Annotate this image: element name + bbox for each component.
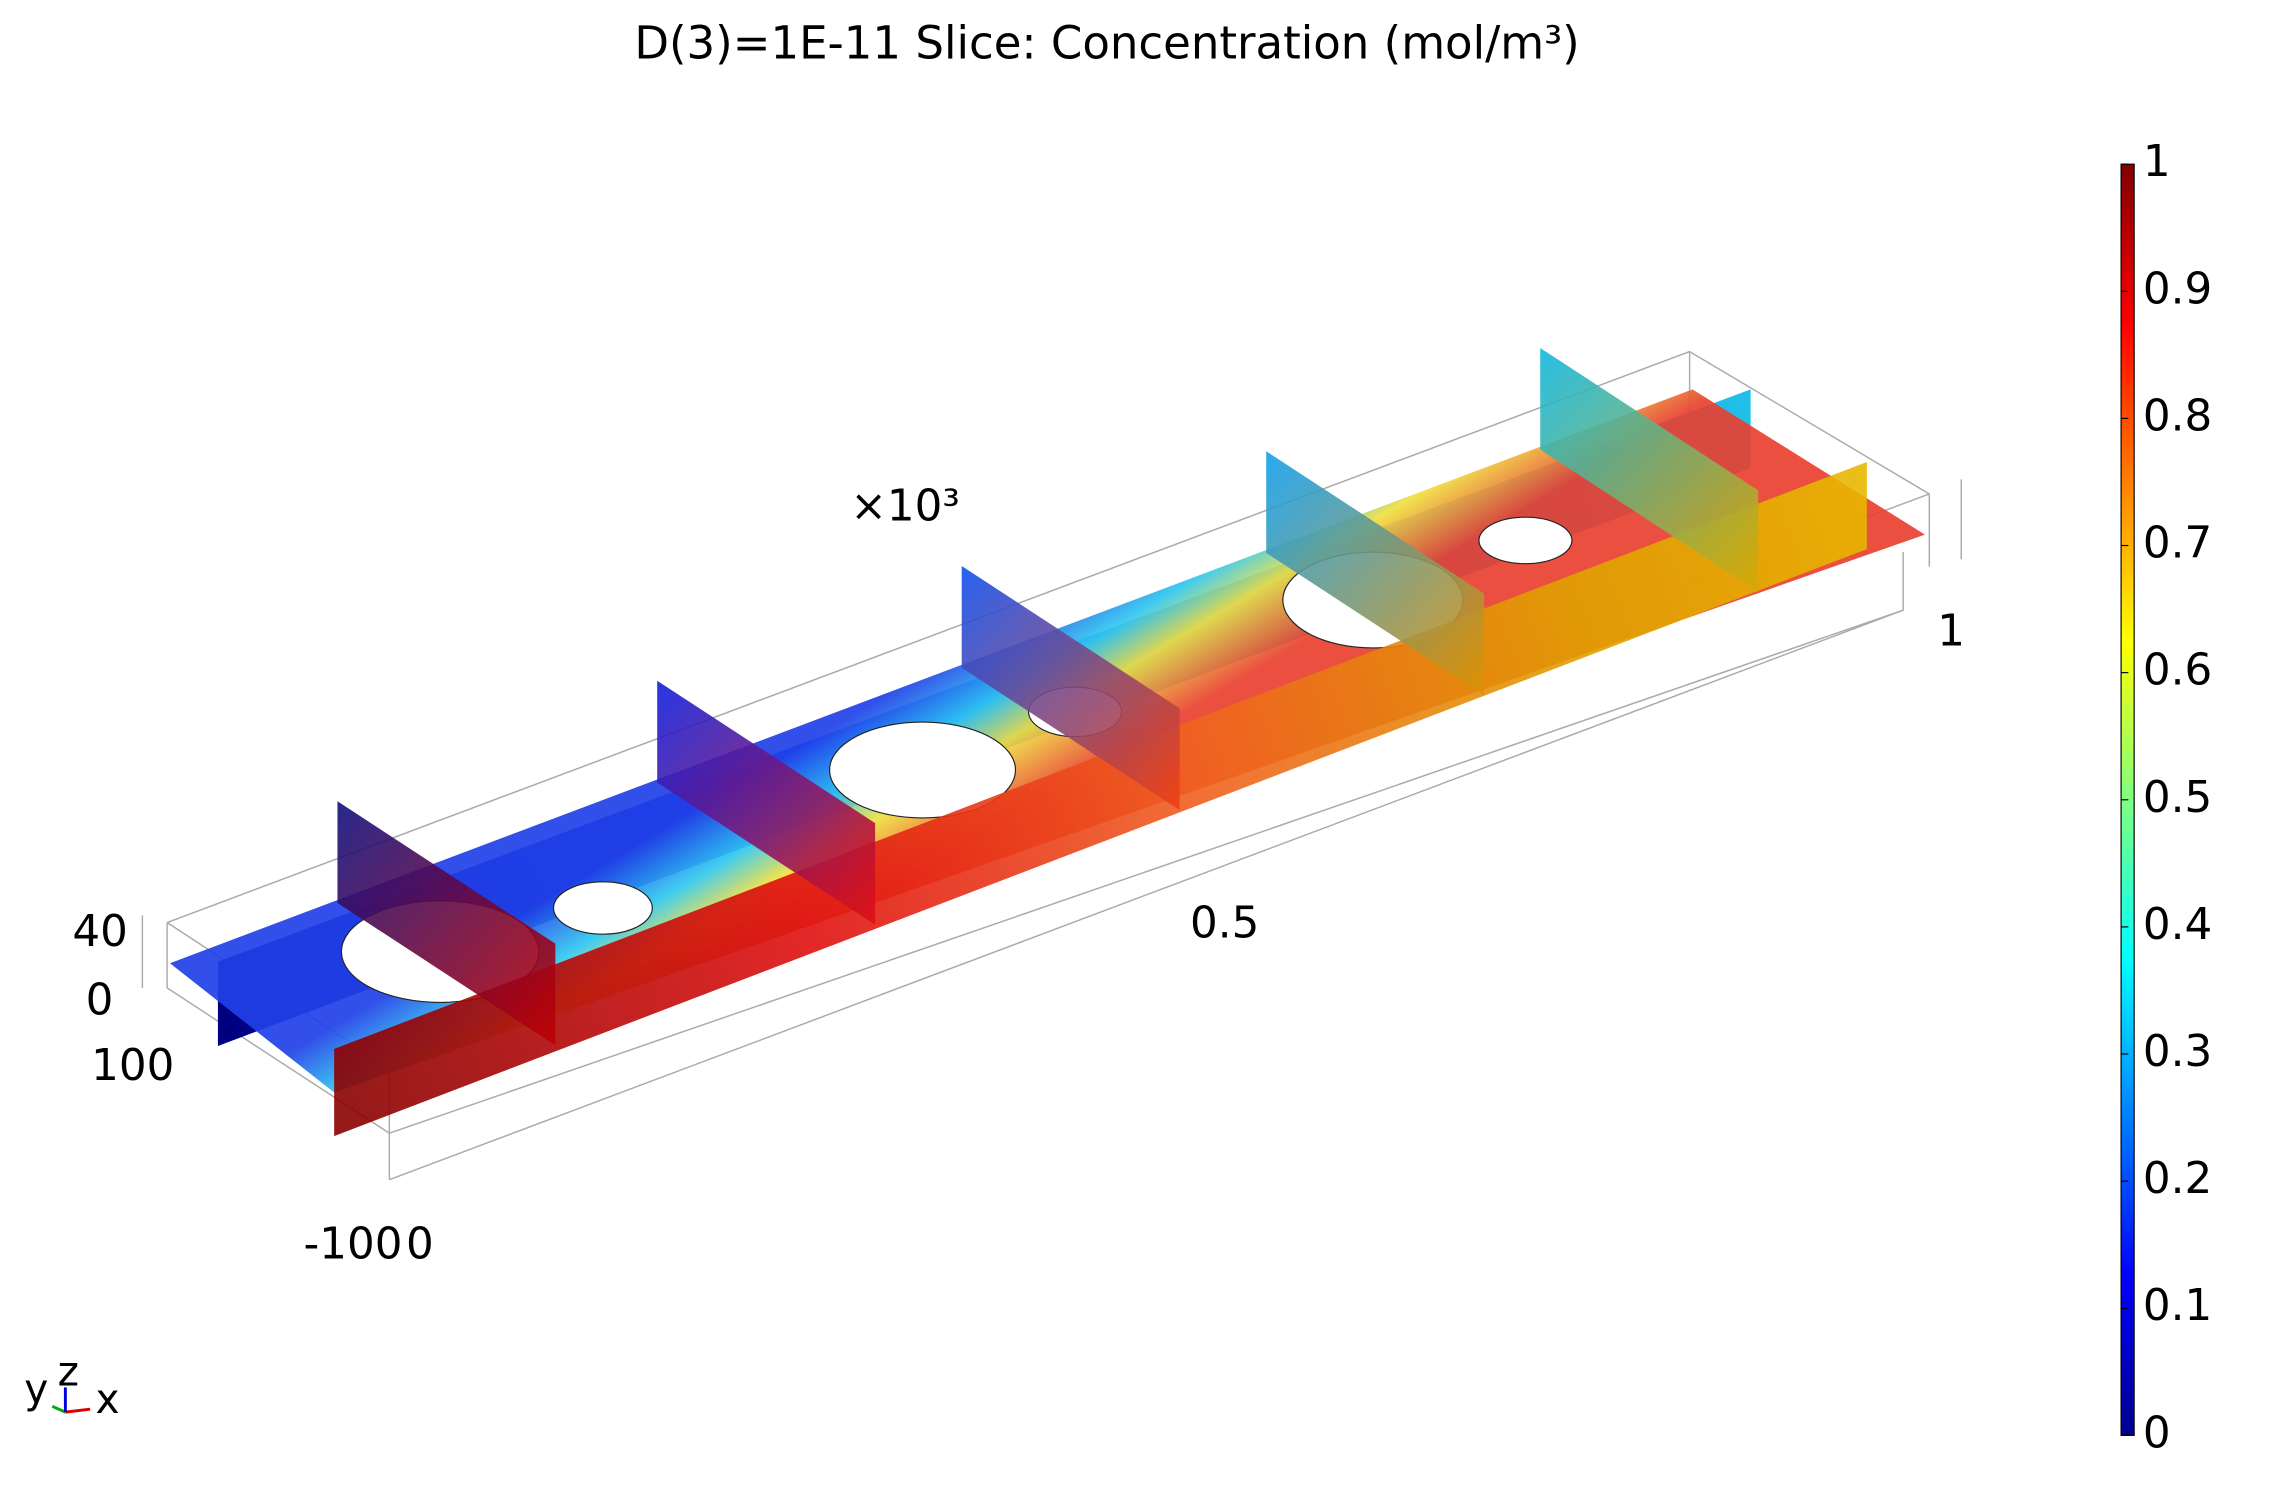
colorbar-tick-label: 0.3 — [2143, 1027, 2212, 1077]
x-multiplier: ×10³ — [850, 481, 959, 531]
transverse-slice — [1540, 347, 1759, 593]
triad-label: y — [24, 1365, 48, 1413]
colorbar-tick-label: 0.4 — [2143, 900, 2212, 950]
plot: D(3)=1E-11 Slice: Concentration (mol/m³)… — [24, 16, 2212, 1458]
transverse-slice — [337, 801, 556, 1046]
triad-x — [65, 1407, 91, 1414]
x-tick-label: 1 — [1937, 606, 1965, 656]
colorbar-tick-label: 0 — [2143, 1408, 2171, 1458]
y-tick-label: 100 — [91, 1041, 174, 1091]
z-tick-label: 40 — [72, 907, 127, 957]
colorbar-tick-label: 0.1 — [2143, 1281, 2212, 1331]
x-tick-label: 0 — [406, 1220, 434, 1270]
colorbar-tick-label: 0.5 — [2143, 773, 2212, 823]
transverse-slice — [657, 680, 876, 925]
colorbar-tick-label: 0.9 — [2143, 264, 2212, 314]
chart-title: D(3)=1E-11 Slice: Concentration (mol/m³) — [634, 16, 1579, 69]
transverse-slice — [1266, 451, 1485, 696]
colorbar-tick-label: 1 — [2143, 137, 2171, 187]
front-wall — [334, 461, 1867, 1137]
transverse-slice — [961, 566, 1180, 811]
colorbar-tick-label: 0.7 — [2143, 519, 2212, 569]
colorbar-tick-label: 0.2 — [2143, 1154, 2212, 1204]
geometry — [141, 347, 1963, 1181]
triad-label: z — [58, 1347, 79, 1395]
colorbar-tick-label: 0.8 — [2143, 391, 2212, 441]
z-tick-label: 0 — [86, 975, 114, 1025]
triad-y — [51, 1404, 66, 1414]
triad-label: x — [95, 1375, 119, 1423]
x-tick-label: 0.5 — [1190, 898, 1259, 948]
colorbar-tick-label: 0.6 — [2143, 646, 2212, 696]
y-tick-label: -100 — [304, 1220, 403, 1270]
